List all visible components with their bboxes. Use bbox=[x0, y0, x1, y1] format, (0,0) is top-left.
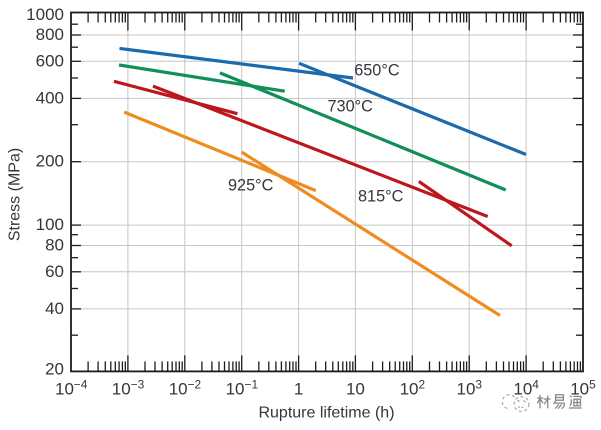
svg-text:80: 80 bbox=[45, 236, 64, 255]
svg-text:60: 60 bbox=[45, 262, 64, 281]
svg-text:1000: 1000 bbox=[26, 5, 64, 24]
svg-text:650°C: 650°C bbox=[354, 61, 400, 79]
svg-text:−3: −3 bbox=[131, 378, 145, 392]
svg-text:200: 200 bbox=[36, 152, 64, 171]
svg-text:−2: −2 bbox=[188, 378, 202, 392]
svg-text:10: 10 bbox=[513, 380, 532, 399]
svg-text:20: 20 bbox=[45, 360, 64, 379]
svg-text:730°C: 730°C bbox=[328, 98, 374, 116]
svg-text:−4: −4 bbox=[74, 378, 88, 392]
svg-text:600: 600 bbox=[36, 52, 64, 71]
svg-text:10: 10 bbox=[457, 380, 476, 399]
svg-text:10: 10 bbox=[169, 380, 188, 399]
svg-text:−1: −1 bbox=[245, 378, 259, 392]
svg-text:925°C: 925°C bbox=[228, 177, 274, 195]
svg-text:10: 10 bbox=[400, 380, 419, 399]
svg-text:10: 10 bbox=[570, 380, 589, 399]
svg-text:1: 1 bbox=[294, 380, 303, 399]
svg-text:Stress (MPa): Stress (MPa) bbox=[7, 148, 24, 241]
svg-text:10: 10 bbox=[112, 380, 131, 399]
svg-text:10: 10 bbox=[226, 380, 245, 399]
svg-text:815°C: 815°C bbox=[358, 188, 404, 206]
svg-text:2: 2 bbox=[419, 378, 426, 392]
svg-text:3: 3 bbox=[475, 378, 482, 392]
svg-text:800: 800 bbox=[36, 25, 64, 44]
svg-text:400: 400 bbox=[36, 89, 64, 108]
svg-text:40: 40 bbox=[45, 299, 64, 318]
svg-text:Rupture lifetime (h): Rupture lifetime (h) bbox=[258, 405, 394, 422]
svg-text:4: 4 bbox=[532, 378, 539, 392]
svg-text:10: 10 bbox=[55, 380, 74, 399]
svg-text:5: 5 bbox=[589, 378, 596, 392]
svg-text:100: 100 bbox=[36, 215, 64, 234]
svg-text:10: 10 bbox=[346, 380, 365, 399]
